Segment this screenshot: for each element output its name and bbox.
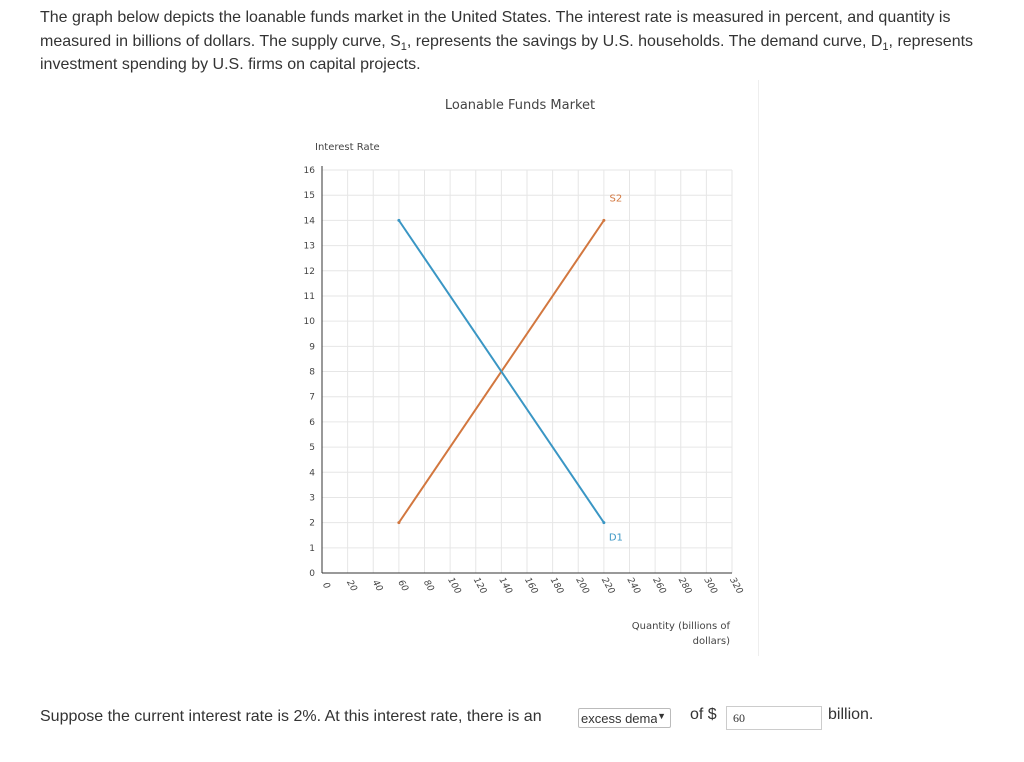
y-tick-label-12: 12	[304, 267, 315, 277]
y-tick-label-3: 3	[309, 493, 315, 503]
y-tick-label-5: 5	[309, 443, 315, 453]
x-tick-label-60: 60	[395, 579, 410, 594]
y-tick-label-6: 6	[309, 418, 315, 428]
d1-curve[interactable]	[398, 219, 605, 524]
x-axis-label-line1: Quantity (billions of	[632, 621, 731, 632]
x-tick-label-320: 320	[727, 576, 744, 596]
x-tick-label-0: 0	[320, 581, 332, 591]
y-tick-label-14: 14	[304, 216, 316, 226]
x-tick-label-260: 260	[650, 576, 667, 596]
x-tick-label-200: 200	[573, 576, 590, 596]
x-tick-label-140: 140	[496, 576, 513, 596]
grid-lines	[322, 169, 733, 573]
y-tick-label-9: 9	[309, 342, 315, 352]
question-text: Suppose the current interest rate is 2%.…	[40, 708, 542, 725]
d1-point-1[interactable]	[602, 521, 606, 525]
y-tick-label-2: 2	[309, 519, 315, 529]
intro-subscript-1: 1	[400, 40, 407, 53]
s2-point-1[interactable]	[602, 218, 606, 222]
billion-label: billion.	[828, 706, 874, 723]
axes	[321, 166, 732, 574]
intro-text-part1: The graph below depicts the loanable fun…	[40, 9, 951, 50]
y-tick-label-11: 11	[304, 292, 315, 302]
loanable-funds-chart[interactable]: Loanable Funds Market Interest Rate 0123…	[296, 80, 758, 656]
x-tick-label-100: 100	[445, 576, 462, 596]
question-row: Suppose the current interest rate is 2%.…	[40, 705, 1020, 733]
y-tick-label-10: 10	[304, 317, 316, 327]
answer-dropdown[interactable]: excess demand ▼	[578, 708, 671, 728]
of-dollar-label: of $	[690, 706, 717, 723]
x-tick-label-80: 80	[421, 579, 436, 594]
y-tick-label-0: 0	[309, 569, 315, 579]
y-tick-label-13: 13	[304, 242, 315, 252]
x-tick-label-300: 300	[701, 576, 718, 596]
x-tick-label-120: 120	[471, 576, 488, 596]
s2-point-0[interactable]	[397, 521, 401, 525]
s2-curve-label: S2	[610, 193, 623, 204]
x-tick-label-40: 40	[370, 579, 385, 594]
y-tick-label-15: 15	[304, 191, 315, 201]
curves[interactable]: S2 D1	[397, 193, 623, 544]
x-tick-labels: 0 20 40 60 80 100 120 140 160 180 200 220 240 260 280 3…	[320, 576, 745, 596]
question-intro: The graph below depicts the loanable fun…	[40, 6, 1000, 77]
x-tick-label-280: 280	[676, 576, 693, 596]
intro-text-part2: , represents the savings by U.S. househo…	[406, 32, 883, 50]
y-tick-label-4: 4	[309, 468, 315, 478]
x-tick-label-180: 180	[548, 576, 565, 596]
d1-point-0[interactable]	[397, 218, 401, 222]
x-axis-label-line2: dollars)	[693, 636, 730, 647]
chart-title: Loanable Funds Market	[445, 98, 595, 113]
x-tick-label-240: 240	[625, 576, 642, 596]
intro-text-part3: , represents investment spending by U.S.…	[40, 32, 974, 74]
intro-subscript-2: 1	[882, 40, 889, 53]
y-tick-label-7: 7	[309, 393, 315, 403]
answer-amount-input[interactable]	[726, 706, 822, 730]
x-tick-label-160: 160	[522, 576, 539, 596]
y-tick-label-8: 8	[309, 368, 315, 378]
y-tick-label-1: 1	[309, 544, 315, 554]
x-tick-label-220: 220	[599, 576, 616, 596]
dropdown-arrow-icon[interactable]: ▼	[657, 711, 666, 721]
dropdown-selected-value: excess demand	[581, 711, 657, 726]
x-tick-label-20: 20	[344, 579, 359, 594]
d1-curve-label: D1	[609, 533, 623, 544]
y-tick-label-16: 16	[304, 166, 316, 176]
y-axis-label: Interest Rate	[315, 142, 380, 153]
